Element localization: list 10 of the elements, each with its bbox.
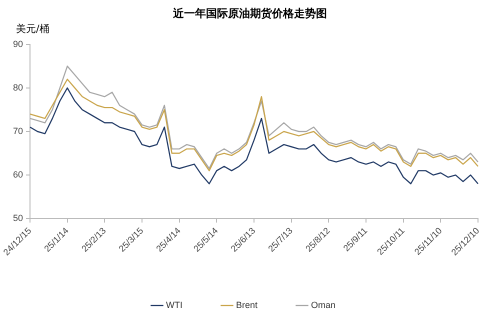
y-tick-label: 70 [12, 126, 24, 136]
legend-label: WTI [166, 300, 182, 310]
chart-title: 近一年国际原油期货价格走势图 [172, 6, 328, 21]
y-tick-label: 80 [12, 82, 24, 92]
y-tick-label: 90 [12, 38, 24, 49]
legend-label: Brent [236, 300, 258, 310]
y-tick-label: 60 [12, 170, 24, 180]
legend-label: Oman [311, 300, 336, 310]
y-axis-title: 美元/桶 [16, 22, 50, 36]
y-tick-label: 50 [12, 213, 24, 224]
